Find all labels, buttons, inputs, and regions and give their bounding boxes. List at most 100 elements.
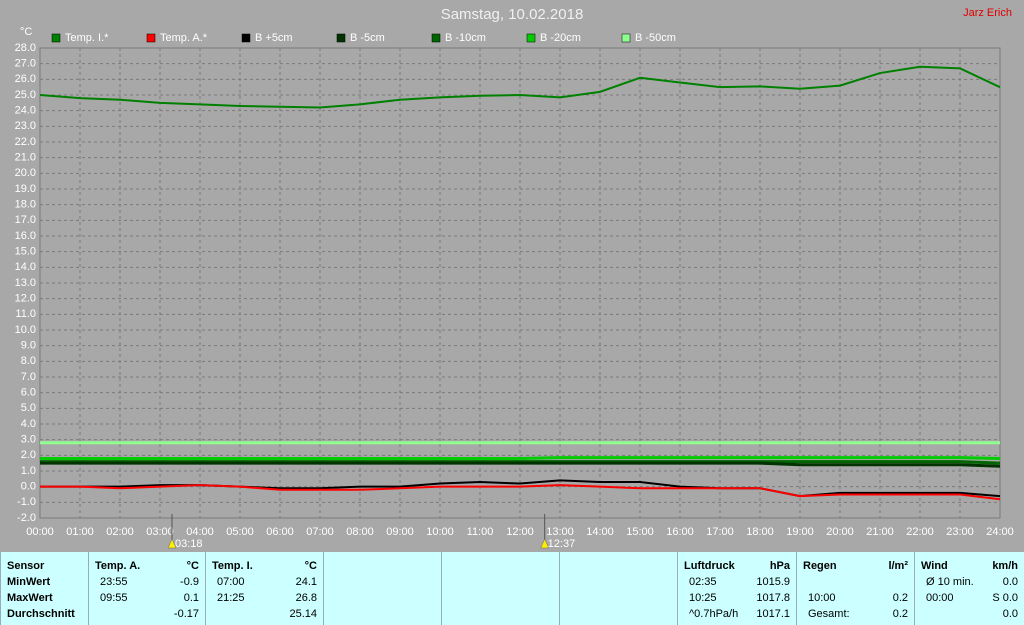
y-tick-label: 24.0: [15, 105, 36, 117]
table-cell: 02:35: [689, 576, 717, 588]
y-tick-label: 10.0: [15, 324, 36, 336]
annotation-label: 03:18: [175, 538, 203, 550]
stats-table: Sensor MinWert MaxWert Durchschnitt Temp. A.…: [0, 552, 1024, 625]
legend-label: B +5cm: [255, 32, 293, 44]
table-column-border: [441, 552, 442, 625]
legend-label: B -10cm: [445, 32, 486, 44]
x-tick-label: 21:00: [866, 526, 894, 538]
y-tick-label: 22.0: [15, 136, 36, 148]
table-cell: Temp. I.: [212, 560, 253, 572]
y-tick-label: 23.0: [15, 120, 36, 132]
x-tick-label: 23:00: [946, 526, 974, 538]
table-cell: -0.9: [180, 576, 199, 588]
y-tick-label: 0.0: [21, 481, 36, 493]
x-tick-label: 07:00: [306, 526, 334, 538]
legend-label: Temp. A.*: [160, 32, 208, 44]
y-tick-label: 3.0: [21, 434, 36, 446]
x-tick-label: 10:00: [426, 526, 454, 538]
legend-swatch: [241, 33, 251, 43]
table-cell: 10:00: [808, 592, 836, 604]
table-cell: l/m²: [888, 560, 908, 572]
table-column-border: [796, 552, 797, 625]
y-tick-label: -1.0: [17, 496, 36, 508]
y-tick-label: 19.0: [15, 183, 36, 195]
x-tick-label: 11:00: [467, 526, 494, 538]
table-cell: 24.1: [295, 576, 317, 588]
table-column-border: [88, 552, 89, 625]
table-cell: 07:00: [217, 576, 245, 588]
y-tick-label: 17.0: [15, 214, 36, 226]
table-cell: 00:00: [926, 592, 954, 604]
y-tick-label: 6.0: [21, 387, 36, 399]
table-cell: 1017.8: [756, 592, 790, 604]
x-tick-label: 13:00: [546, 526, 574, 538]
sun-icon: [540, 538, 550, 549]
table-cell: 0.2: [892, 608, 908, 620]
table-column-border: [0, 552, 1, 625]
series-line: [40, 460, 1001, 465]
table-cell: MinWert: [7, 576, 51, 588]
chart: Samstag, 10.02.2018 Jarz Erich °C -2.0 -1…: [15, 6, 1014, 550]
table-cell: Gesamt:: [808, 608, 850, 620]
x-tick-label: 00:00: [26, 526, 54, 538]
y-tick-label: 12.0: [15, 293, 36, 305]
y-tick-label: 5.0: [21, 402, 36, 414]
table-cell: Regen: [803, 560, 837, 572]
series-line: [39, 65, 1001, 109]
table-column-border: [323, 552, 324, 625]
legend-label: B -50cm: [635, 32, 676, 44]
y-tick-label: -2.0: [17, 512, 36, 524]
table-cell: 1015.9: [756, 576, 790, 588]
annotation-label: 12:37: [548, 538, 576, 550]
x-tick-label: 14:00: [586, 526, 614, 538]
legend-swatch: [621, 33, 631, 43]
table-cell: 10:25: [689, 592, 717, 604]
y-tick-label: 26.0: [15, 73, 36, 85]
table-cell: Ø 10 min.: [926, 576, 974, 588]
x-tick-label: 22:00: [906, 526, 934, 538]
table-column-border: [914, 552, 915, 625]
table-cell: 09:55: [100, 592, 128, 604]
table-cell: 0.0: [1002, 608, 1018, 620]
table-cell: Temp. A.: [95, 560, 141, 572]
plot-frame: [39, 47, 1001, 519]
legend-label: B -5cm: [350, 32, 385, 44]
table-cell: km/h: [992, 560, 1018, 572]
y-tick-label: 13.0: [15, 277, 36, 289]
x-tick-label: 09:00: [386, 526, 414, 538]
x-tick-label: 16:00: [666, 526, 694, 538]
x-tick-label: 01:00: [66, 526, 94, 538]
x-tick-label: 17:00: [706, 526, 734, 538]
table-cell: MaxWert: [7, 592, 53, 604]
legend-swatch: [51, 33, 61, 43]
table-column-border: [677, 552, 678, 625]
table-cell: 23:55: [100, 576, 128, 588]
x-tick-label: 03:00: [146, 526, 174, 538]
x-tick-label: 06:00: [266, 526, 294, 538]
y-tick-label: 15.0: [15, 246, 36, 258]
y-tick-label: 8.0: [21, 355, 36, 367]
x-tick-label: 08:00: [346, 526, 374, 538]
y-tick-label: 2.0: [21, 449, 36, 461]
y-tick-label: 28.0: [15, 42, 36, 54]
table-cell: °C: [304, 560, 317, 572]
table-cell: 0.1: [183, 592, 199, 604]
y-tick-label: 27.0: [15, 58, 36, 70]
y-tick-label: 9.0: [21, 340, 36, 352]
x-tick-label: 19:00: [786, 526, 814, 538]
y-tick-label: 1.0: [21, 465, 36, 477]
table-cell: 26.8: [295, 592, 317, 604]
table-cell: hPa: [769, 560, 790, 572]
x-tick-label: 20:00: [826, 526, 854, 538]
series-line: [40, 461, 1001, 468]
y-tick-label: 18.0: [15, 199, 36, 211]
table-cell: ^0.7hPa/h: [689, 608, 739, 620]
y-tick-label: 21.0: [15, 152, 36, 164]
y-tick-label: 4.0: [21, 418, 36, 430]
series-line: [40, 456, 1001, 460]
y-tick-label: 11.0: [15, 308, 36, 320]
x-tick-label: 12:00: [506, 526, 534, 538]
corner-label: Jarz Erich: [963, 7, 1012, 19]
table-cell: °C: [186, 560, 199, 572]
